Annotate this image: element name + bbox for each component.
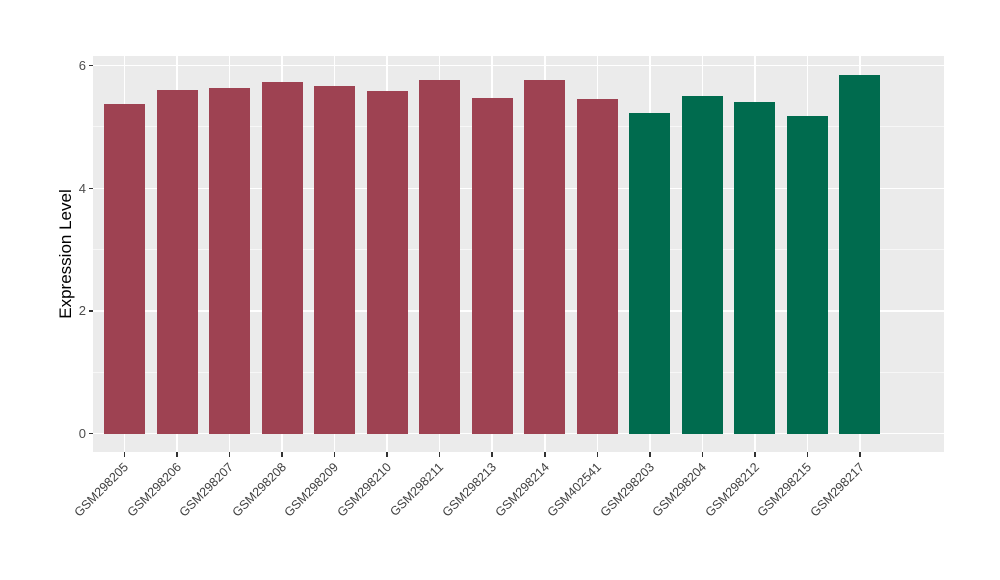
x-tick-label-GSM298203: GSM298203	[597, 460, 657, 520]
x-tick-mark-GSM298207	[228, 452, 231, 457]
bar-GSM298208	[261, 81, 303, 434]
minor-gridline-y5	[93, 126, 944, 128]
x-tick-label-GSM298215: GSM298215	[754, 460, 815, 520]
y-tick-mark-2	[89, 310, 93, 312]
x-tick-mark-GSM298212	[754, 452, 756, 457]
x-tick-mark-GSM298210	[386, 452, 388, 457]
major-gridline-y6	[93, 64, 944, 67]
minor-gridline-y1	[93, 371, 944, 373]
bar-GSM298204	[681, 95, 723, 434]
y-tick-mark-6	[89, 64, 93, 67]
x-tick-mark-GSM298211	[438, 452, 441, 457]
x-tick-mark-GSM298208	[281, 452, 283, 457]
x-tick-label-GSM298209: GSM298209	[282, 460, 342, 520]
y-tick-mark-4	[89, 187, 93, 190]
bar-GSM298214	[524, 79, 566, 434]
x-tick-mark-GSM298205	[123, 452, 126, 457]
x-tick-mark-GSM298203	[649, 452, 651, 457]
x-tick-mark-GSM298214	[544, 452, 546, 457]
bar-GSM298206	[156, 90, 198, 434]
y-tick-label-4: 4	[78, 180, 86, 196]
x-tick-label-GSM298212: GSM298212	[702, 460, 762, 520]
bar-GSM402541	[576, 99, 618, 434]
x-tick-label-GSM298214: GSM298214	[492, 460, 552, 520]
bar-GSM298215	[786, 115, 828, 434]
y-axis-title: Expression Level	[56, 189, 75, 319]
x-tick-label-GSM298206: GSM298206	[124, 460, 184, 520]
x-tick-label-GSM298213: GSM298213	[439, 460, 500, 520]
bar-GSM298217	[839, 74, 881, 434]
x-tick-label-GSM298205: GSM298205	[71, 460, 132, 520]
bar-GSM298205	[104, 104, 146, 434]
x-tick-label-GSM298210: GSM298210	[334, 460, 395, 520]
x-tick-mark-GSM298217	[859, 452, 861, 457]
bar-GSM298203	[629, 113, 671, 434]
x-tick-mark-GSM298209	[333, 452, 336, 457]
bar-GSM298211	[419, 79, 461, 434]
plot-panel	[93, 56, 944, 452]
x-tick-mark-GSM298215	[806, 452, 809, 457]
major-gridline-y4	[93, 187, 944, 190]
x-tick-label-GSM298217: GSM298217	[807, 460, 867, 520]
bar-GSM298209	[314, 85, 356, 434]
x-tick-label-GSM298204: GSM298204	[649, 460, 710, 520]
x-tick-label-GSM298208: GSM298208	[229, 460, 290, 520]
major-gridline-y2	[93, 310, 944, 312]
y-tick-label-6: 6	[78, 58, 86, 74]
y-tick-mark-0	[89, 432, 93, 435]
x-tick-label-GSM298207: GSM298207	[176, 460, 237, 520]
bar-GSM298212	[734, 101, 776, 434]
bar-GSM298213	[471, 97, 513, 434]
bar-GSM298207	[209, 87, 251, 434]
x-tick-mark-GSM298204	[701, 452, 704, 457]
x-tick-mark-GSM402541	[596, 452, 599, 457]
x-tick-label-GSM298211: GSM298211	[387, 460, 447, 519]
y-tick-label-2: 2	[78, 303, 86, 319]
minor-gridline-y3	[93, 249, 944, 251]
bar-GSM298210	[366, 91, 408, 434]
x-tick-label-GSM402541: GSM402541	[544, 460, 605, 520]
x-tick-mark-GSM298206	[176, 452, 178, 457]
major-gridline-y0	[93, 432, 944, 435]
y-tick-label-0: 0	[78, 426, 86, 442]
x-tick-mark-GSM298213	[491, 452, 493, 457]
